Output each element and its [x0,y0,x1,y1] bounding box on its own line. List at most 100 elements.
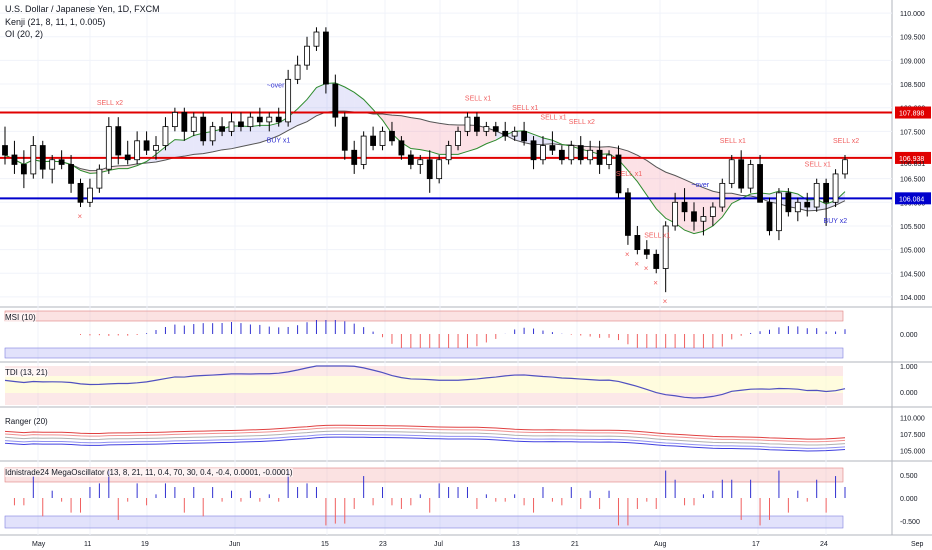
candle-body [322,31,329,85]
candle-body [511,130,518,137]
kenji-cloud-segment [316,83,326,116]
time-axis-label: Jul [434,541,443,548]
candle-body [804,201,811,208]
tdi-pane-label: TDI (13, 21) [5,368,48,377]
candle-body [417,159,424,165]
candle-body [502,130,509,137]
candle-body [2,145,8,156]
candle-body [58,159,65,165]
time-axis-label: Sep [911,541,924,548]
candle-body [105,126,112,170]
kenji-cloud-segment [269,123,279,140]
kenji-cloud-segment [184,135,194,157]
candle-body [615,154,622,194]
price-tick-label: 104.500 [900,271,925,278]
signal-label: SELL x1 [805,162,831,169]
candle-body [823,182,830,203]
candle-body [558,149,565,161]
candle-body [521,130,528,142]
kenji-indicator-label: Kenji (21, 8, 11, 1, 0.005) [5,17,106,27]
candle-body [294,64,301,80]
candle-body [757,164,763,203]
time-axis-label: Jun [229,541,240,548]
candle-body [209,126,216,142]
candle-body [360,135,367,165]
kenji-cloud-segment [486,127,496,144]
candle-body [587,149,594,161]
candle-body [153,145,159,151]
kenji-cloud-segment [382,114,392,134]
symbol-title: U.S. Dollar / Japanese Yen, 1D, FXCM [5,4,160,14]
kenji-cloud-segment [354,92,364,113]
kenji-cloud-segment [174,139,185,158]
kenji-cloud-segment [495,130,506,141]
candle-body [842,159,848,175]
msi-pane-label: MSI (10) [5,313,36,322]
ranger-band-line [4,427,846,443]
price-tick-label: 106.500 [900,177,925,184]
time-axis-label: 11 [84,541,91,548]
kenji-cloud-segment [344,87,355,112]
kenji-cloud-segment [250,125,260,145]
candle-body [49,159,56,170]
msi-tick-label: 0.000 [900,332,918,339]
ranger-tick-label: 105.000 [900,448,925,455]
time-axis-label: 13 [512,541,520,548]
tdi-lower-band [5,393,843,405]
signal-label: SELL x2 [569,119,595,126]
candle-body [653,253,660,269]
candle-body [464,116,471,132]
ranger-band-line [4,430,846,446]
candle-body [662,225,669,269]
price-tick-label: 104.000 [900,295,925,302]
candle-body [256,116,263,123]
mega-tick-label: 0.000 [900,496,918,503]
candle-body [379,130,386,146]
candle-body [483,126,490,132]
candle-body [700,216,707,222]
candle-body [747,164,754,189]
time-axis-label: 23 [379,541,387,548]
candle-body [181,112,188,132]
msi-upper-band [4,310,844,322]
candle-body [398,140,405,156]
candle-body [445,145,452,161]
candle-body [275,116,282,123]
candle-body [625,192,631,236]
candle-body [30,145,37,175]
kenji-cloud-segment [165,139,175,160]
kenji-slow-line [4,110,846,212]
kenji-cloud-segment [240,126,251,147]
kenji-cloud-segment [401,115,411,149]
sell-x-marker: × [644,264,649,273]
level-price-tag [895,151,931,164]
oi-indicator-label: OI (20, 2) [5,29,44,39]
candle-body [455,130,461,146]
candle-body [304,45,310,66]
tdi-tick-label: 0.000 [900,390,918,397]
ranger-band-line [4,436,846,452]
candle-body [68,164,74,184]
candle-body [832,173,839,203]
time-axis-label: 21 [571,541,579,548]
price-tick-label: 105.000 [900,248,925,255]
tdi-middle-band [5,376,843,393]
signal-label: SELL x2 [833,138,859,145]
time-axis-label: Aug [654,541,667,548]
candle-body [738,159,745,189]
signal-label: SELL x1 [465,95,491,102]
sell-x-marker: × [78,212,83,221]
candle-body [766,201,773,232]
ranger-band-line [4,433,846,449]
candle-body [39,145,46,170]
kenji-cloud-segment [222,126,232,150]
sell-x-marker: × [663,297,668,306]
level-price-label: 106.084 [899,196,924,203]
candle-body [728,159,735,184]
candle-body [681,201,688,213]
candle-body [389,130,395,142]
kenji-cloud-segment [420,118,430,152]
candle-body [11,154,18,165]
price-tick-label: 105.500 [900,224,925,231]
